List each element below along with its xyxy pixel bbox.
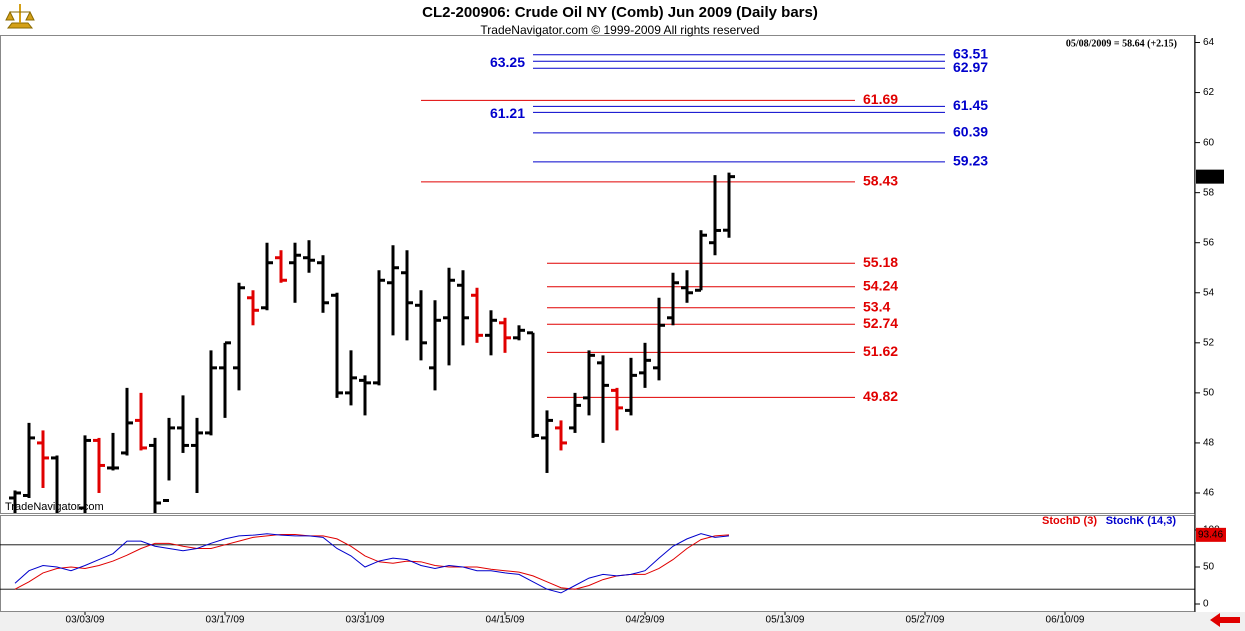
chart-subtitle: TradeNavigator.com © 1999-2009 All right… <box>480 23 759 37</box>
level-label: 59.23 <box>953 153 988 169</box>
last-stoch-box <box>1196 527 1226 542</box>
y-tick-label: 0 <box>1203 599 1209 610</box>
last-price-box <box>1196 169 1224 184</box>
level-label: 63.25 <box>490 54 525 70</box>
level-label: 49.82 <box>863 388 898 404</box>
x-tick-label: 04/29/09 <box>626 615 665 626</box>
level-label: 60.39 <box>953 124 988 140</box>
levels <box>421 54 945 398</box>
y-tick-label: 52 <box>1203 337 1215 348</box>
y-tick-label: 58 <box>1203 187 1215 198</box>
x-tick-label: 06/10/09 <box>1046 615 1085 626</box>
y-tick-label: 54 <box>1203 287 1215 298</box>
y-tick-label: 56 <box>1203 237 1215 248</box>
stoch-line <box>14 533 730 590</box>
logo <box>5 4 35 29</box>
x-tick-label: 05/27/09 <box>906 615 945 626</box>
legend-entry: StochK (14,3) <box>1106 515 1177 527</box>
legend-entry: StochD (3) <box>1042 515 1097 527</box>
price-info: 05/08/2009 = 58.64 (+2.15) <box>1066 38 1177 49</box>
level-label: 62.97 <box>953 59 988 75</box>
x-tick-label: 05/13/09 <box>766 615 805 626</box>
level-label: 58.43 <box>863 173 898 189</box>
level-label: 52.74 <box>863 315 898 331</box>
y-tick-label: 50 <box>1203 562 1215 573</box>
watermark: TradeNavigator.com <box>5 501 104 513</box>
x-tick-label: 03/03/09 <box>66 615 105 626</box>
last-stoch-label: 93.46 <box>1198 529 1223 540</box>
y-tick-label: 48 <box>1203 438 1215 449</box>
scroll-arrow[interactable] <box>1210 613 1240 627</box>
level-label: 61.45 <box>953 97 988 113</box>
bars <box>9 172 735 513</box>
y-tick-label: 64 <box>1203 37 1215 48</box>
x-tick-label: 04/15/09 <box>486 615 525 626</box>
level-label: 63.51 <box>953 45 988 61</box>
level-label: 55.18 <box>863 254 898 270</box>
stoch-line <box>14 533 730 594</box>
chart-title: CL2-200906: Crude Oil NY (Comb) Jun 2009… <box>422 4 818 21</box>
level-label: 51.62 <box>863 343 898 359</box>
level-label: 54.24 <box>863 277 898 293</box>
level-label: 53.4 <box>863 298 890 314</box>
stoch-lines <box>14 533 730 594</box>
y-tick-label: 46 <box>1203 488 1215 499</box>
last-price-label: 58.64 <box>1198 171 1223 182</box>
date-axis-band <box>0 612 1245 631</box>
y-tick-label: 50 <box>1203 388 1215 399</box>
y-tick-label: 62 <box>1203 87 1215 98</box>
level-label: 61.69 <box>863 91 898 107</box>
x-tick-label: 03/31/09 <box>346 615 385 626</box>
level-label: 61.21 <box>490 105 525 121</box>
x-tick-label: 03/17/09 <box>206 615 245 626</box>
y-tick-label: 60 <box>1203 137 1215 148</box>
